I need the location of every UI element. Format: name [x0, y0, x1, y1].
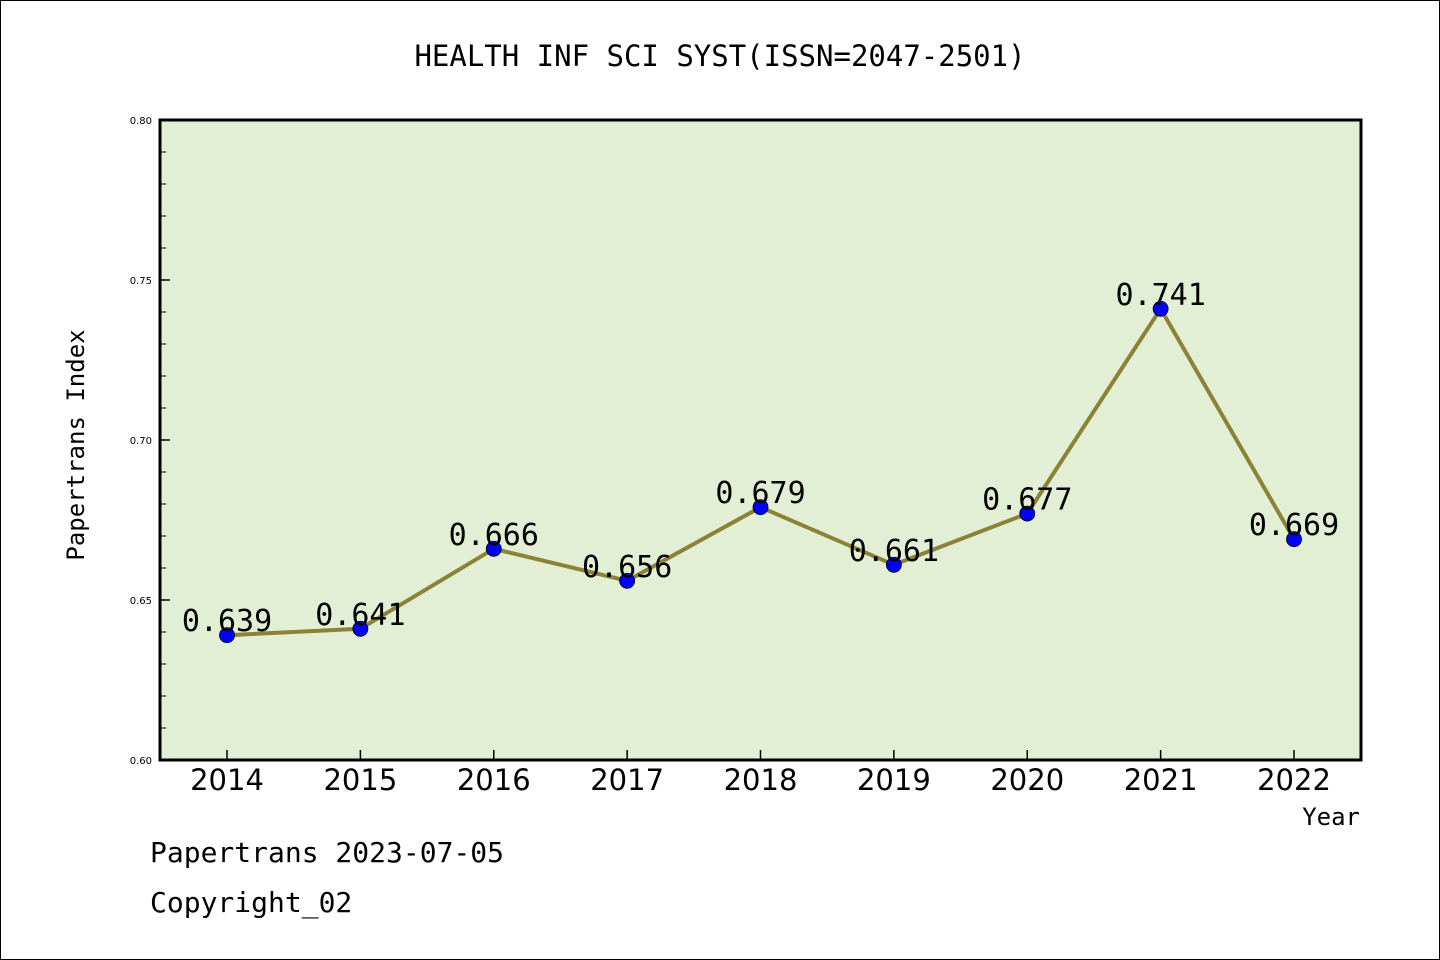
- data-label: 0.661: [849, 534, 939, 569]
- footer-copyright: Copyright_02: [150, 886, 353, 919]
- chart-title: HEALTH INF SCI SYST(ISSN=2047-2501): [414, 39, 1025, 73]
- data-point: [1152, 300, 1169, 317]
- x-tick-label: 2016: [457, 763, 531, 797]
- data-label: 0.641: [315, 598, 405, 633]
- y-tick-label: 0.80: [130, 116, 152, 127]
- series-layer: 0.639 0.641 0.666 0.656 0.679 0.661 0.677 0.741…: [182, 278, 1339, 644]
- data-point: [619, 572, 636, 589]
- x-tick-label: 2014: [190, 763, 264, 797]
- y-tick-label: 0.60: [130, 756, 152, 767]
- footer-source: Papertrans 2023-07-05: [150, 836, 505, 869]
- data-point: [219, 627, 235, 644]
- x-tick-label: 2015: [323, 763, 397, 797]
- data-label: 0.679: [715, 476, 805, 511]
- y-tick-label: 0.75: [130, 276, 152, 287]
- x-tick-label: 2018: [724, 763, 798, 797]
- data-label: 0.639: [182, 604, 272, 639]
- x-tick-label: 2021: [1124, 763, 1198, 797]
- data-label: 0.677: [982, 483, 1072, 518]
- data-label: 0.669: [1249, 508, 1339, 543]
- x-tick-label: 2022: [1257, 763, 1331, 797]
- y-axis-label: Papertrans Index: [62, 329, 90, 560]
- x-axis: 2014 2015 2016 2017 2018 2019 2020 2021 2022: [190, 750, 1331, 797]
- data-label: 0.666: [449, 518, 539, 553]
- y-tick-label: 0.70: [130, 436, 152, 447]
- x-axis-label: Year: [1302, 803, 1360, 831]
- y-axis: 0.60 0.65 0.70 0.75 0.80: [130, 116, 170, 767]
- x-tick-label: 2017: [590, 763, 664, 797]
- y-tick-label: 0.65: [130, 596, 152, 607]
- data-point: [485, 540, 502, 557]
- data-label: 0.741: [1115, 278, 1205, 313]
- data-point: [352, 620, 369, 637]
- data-point: [1286, 531, 1302, 548]
- x-tick-label: 2019: [857, 763, 931, 797]
- data-point: [752, 499, 769, 516]
- data-label: 0.656: [582, 550, 672, 585]
- plot-area: [158, 118, 1363, 762]
- x-tick-label: 2020: [990, 763, 1064, 797]
- data-point: [885, 556, 902, 573]
- data-point: [1019, 505, 1036, 522]
